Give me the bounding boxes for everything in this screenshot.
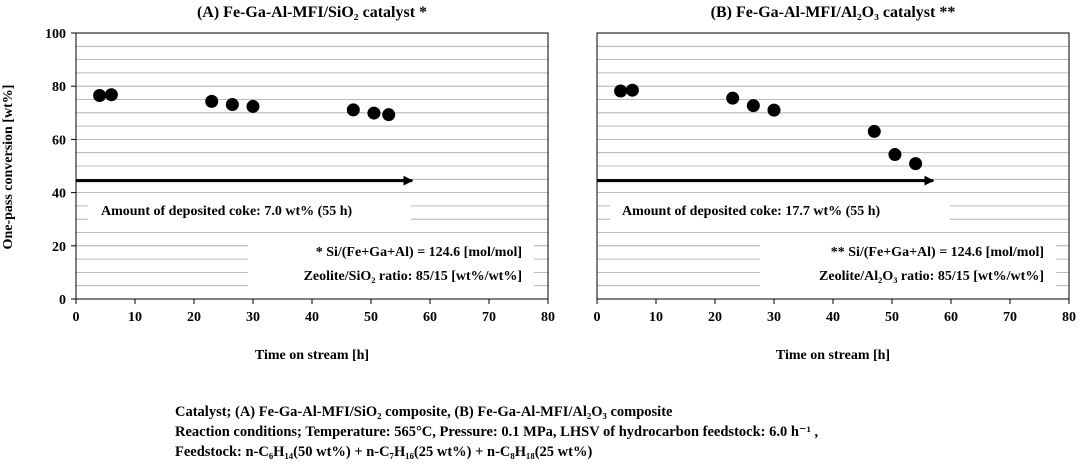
x-tick-label: 50 — [364, 310, 378, 325]
x-tick-label: 80 — [1062, 310, 1076, 325]
si-ratio-annotation: * Si/(Fe+Ga+Al) = 124.6 [mol/mol] — [316, 245, 522, 260]
caption-line-1: Catalyst; (A) Fe-Ga-Al-MFI/SiO₂ composit… — [175, 404, 673, 420]
chart-title: (B) Fe-Ga-Al-MFI/Al₂O₃ catalyst ** — [711, 4, 956, 21]
data-point — [346, 103, 360, 117]
x-tick-label: 0 — [73, 310, 80, 325]
y-tick-label: 40 — [52, 187, 66, 202]
data-points — [614, 83, 923, 171]
x-tick-label: 30 — [767, 310, 781, 325]
x-axis-label: Time on stream [h] — [255, 348, 369, 363]
ratio-annotation-box — [248, 236, 534, 290]
x-tick-label: 0 — [594, 310, 601, 325]
x-tick-label: 10 — [128, 310, 142, 325]
caption-line-2: Reaction conditions; Temperature: 565°C,… — [175, 424, 819, 440]
x-tick-label: 50 — [885, 310, 899, 325]
y-tick-label: 80 — [52, 80, 66, 95]
data-point — [726, 91, 740, 105]
coke-annotation-box — [610, 196, 950, 222]
figure-caption: Catalyst; (A) Fe-Ga-Al-MFI/SiO₂ composit… — [175, 402, 1075, 462]
zeolite-ratio-annotation: Zeolite/SiO₂ ratio: 85/15 [wt%/wt%] — [304, 269, 522, 284]
coke-annotation: Amount of deposited coke: 17.7 wt% (55 h… — [622, 204, 881, 219]
figure: (A) Fe-Ga-Al-MFI/SiO₂ catalyst * One-pas… — [1, 4, 1077, 363]
si-ratio-annotation: ** Si/(Fe+Ga+Al) = 124.6 [mol/mol] — [831, 245, 1044, 260]
x-tick-label: 60 — [944, 310, 958, 325]
data-point — [382, 108, 396, 122]
data-point — [205, 94, 219, 108]
chart-panel-b: (B) Fe-Ga-Al-MFI/Al₂O₃ catalyst ** Time … — [594, 4, 1077, 363]
x-tick-label: 20 — [187, 310, 201, 325]
y-tick-label: 60 — [52, 133, 66, 148]
axis-ticks: 0 10 20 30 40 50 60 70 80 0 20 40 60 80 100 — [45, 27, 555, 325]
data-point — [104, 88, 118, 102]
data-point — [93, 89, 107, 103]
data-point — [888, 148, 902, 162]
data-point — [225, 98, 239, 112]
x-tick-label: 40 — [826, 310, 840, 325]
y-axis-label: One-pass conversion [wt%] — [1, 85, 16, 250]
x-tick-label: 10 — [649, 310, 663, 325]
chart-title: (A) Fe-Ga-Al-MFI/SiO₂ catalyst * — [197, 4, 427, 21]
x-tick-label: 40 — [305, 310, 319, 325]
x-tick-label: 60 — [423, 310, 437, 325]
x-axis-label: Time on stream [h] — [776, 348, 890, 363]
chart-panel-a: (A) Fe-Ga-Al-MFI/SiO₂ catalyst * One-pas… — [1, 4, 555, 363]
x-tick-label: 80 — [541, 310, 555, 325]
data-point — [909, 157, 923, 171]
caption-line-3: Feedstock: n-C₆H₁₄(50 wt%) + n-C₇H₁₆(25 … — [175, 444, 593, 460]
y-tick-label: 20 — [52, 240, 66, 255]
annotation-layer: Amount of deposited coke: 7.0 wt% (55 h)… — [88, 196, 534, 290]
x-tick-label: 70 — [1003, 310, 1017, 325]
y-tick-label: 0 — [59, 293, 66, 308]
coke-annotation-box — [88, 196, 411, 222]
annotation-layer: Amount of deposited coke: 17.7 wt% (55 h… — [610, 196, 1056, 290]
x-tick-label: 20 — [708, 310, 722, 325]
ratio-annotation-box — [760, 236, 1056, 290]
data-point — [625, 83, 639, 97]
x-tick-label: 70 — [482, 310, 496, 325]
data-point — [746, 99, 760, 113]
data-point — [367, 106, 381, 120]
zeolite-ratio-annotation: Zeolite/Al₂O₃ ratio: 85/15 [wt%/wt%] — [819, 269, 1044, 284]
data-point — [767, 103, 781, 117]
x-tick-label: 30 — [246, 310, 260, 325]
data-point — [867, 124, 881, 138]
data-points — [93, 88, 396, 122]
axis-ticks: 0 10 20 30 40 50 60 70 80 — [594, 299, 1076, 325]
data-point — [614, 84, 628, 98]
y-tick-label: 100 — [45, 27, 66, 42]
coke-annotation: Amount of deposited coke: 7.0 wt% (55 h) — [101, 204, 353, 219]
data-point — [246, 99, 260, 113]
